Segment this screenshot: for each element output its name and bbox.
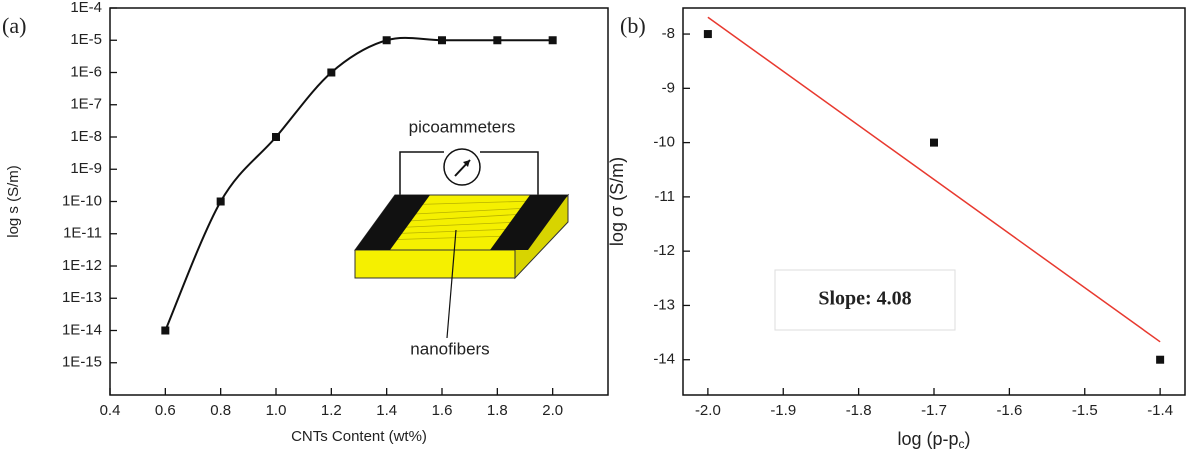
x-tick-label: -1.6 <box>996 402 1022 419</box>
y-tick-label: 1E-4 <box>70 0 102 16</box>
x-axis-label: CNTs Content (wt%) <box>291 428 427 445</box>
y-tick-label: 1E-10 <box>62 192 102 209</box>
curve <box>164 36 553 331</box>
x-tick-label: 1.8 <box>487 402 508 419</box>
panel-label: (b) <box>620 13 646 38</box>
y-tick-label: 1E-13 <box>62 289 102 306</box>
y-tick-label: 1E-7 <box>70 96 102 113</box>
inset-schematic <box>354 148 570 339</box>
y-tick-label: 1E-15 <box>62 354 102 371</box>
y-tick-label: -14 <box>653 351 675 368</box>
fit-line <box>707 16 1161 343</box>
y-tick-label: -10 <box>653 134 675 151</box>
y-tick-label: -11 <box>654 188 675 205</box>
point <box>382 36 391 45</box>
x-tick-label: 1.4 <box>376 402 397 419</box>
point <box>703 30 712 39</box>
x-tick-label: -1.7 <box>921 402 947 419</box>
panel-label: (a) <box>2 13 26 38</box>
x-axis-label: log (p-pc) <box>897 429 970 451</box>
x-tick-label: 2.0 <box>542 402 563 419</box>
point <box>161 326 170 335</box>
y-tick-label: -12 <box>653 242 675 259</box>
x-axis-label-part: log (p-p <box>897 429 958 449</box>
x-tick-label: 1.2 <box>321 402 342 419</box>
x-tick-label: -1.8 <box>846 402 872 419</box>
annotation: Slope: 4.08 <box>818 288 911 310</box>
point <box>930 138 938 147</box>
x-tick-label: -1.9 <box>770 402 796 419</box>
point <box>216 197 225 206</box>
x-tick-label: -1.4 <box>1147 402 1173 419</box>
x-tick-label: 0.4 <box>100 402 121 419</box>
y-axis-label: log s (S/m) <box>5 165 22 238</box>
y-axis-label: log σ (S/m) <box>607 157 627 246</box>
y-tick-label: -13 <box>653 296 675 313</box>
y-tick-label: 1E-12 <box>62 257 102 274</box>
point <box>1156 355 1165 364</box>
x-tick-label: 0.8 <box>210 402 231 419</box>
y-tick-label: 1E-11 <box>63 225 102 242</box>
point <box>548 36 557 45</box>
annotation: nanofibers <box>410 339 489 358</box>
y-tick-label: 1E-9 <box>70 160 102 177</box>
y-tick-label: -8 <box>662 25 675 42</box>
y-tick-label: 1E-6 <box>70 63 102 80</box>
plot-frame <box>682 7 1186 396</box>
x-tick-label: -2.0 <box>695 402 721 419</box>
point <box>438 36 446 45</box>
point <box>272 133 280 141</box>
y-tick-label: 1E-14 <box>62 321 102 338</box>
point <box>327 68 336 77</box>
y-tick-label: 1E-5 <box>70 31 102 48</box>
point <box>493 36 502 45</box>
x-tick-label: 1.6 <box>432 402 453 419</box>
annotation: picoammeters <box>409 117 516 136</box>
x-axis-label-part: ) <box>965 429 971 449</box>
annotation-box <box>774 269 956 331</box>
y-tick-label: 1E-8 <box>70 128 102 145</box>
x-tick-label: 1.0 <box>266 402 287 419</box>
y-tick-label: -9 <box>662 79 675 96</box>
x-tick-label: 0.6 <box>155 402 176 419</box>
x-axis-label-part: c <box>959 437 965 451</box>
x-tick-label: -1.5 <box>1072 402 1098 419</box>
